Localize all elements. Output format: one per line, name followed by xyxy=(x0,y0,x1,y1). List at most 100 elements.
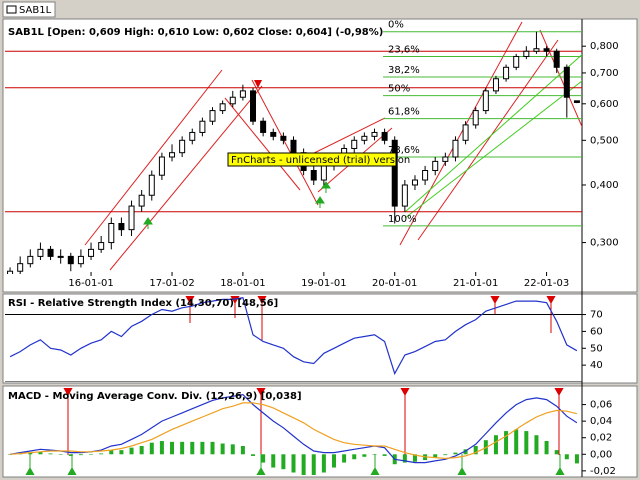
watermark-text: FnCharts - unlicensed (trial) version xyxy=(231,155,410,166)
candle-body xyxy=(239,90,246,98)
y-tick-label: 60 xyxy=(590,326,603,337)
histogram-bar xyxy=(453,452,458,455)
candle-body xyxy=(67,255,74,265)
candle-body xyxy=(482,90,489,112)
window-title: SAB1L xyxy=(19,5,52,16)
y-tick-label: 0,500 xyxy=(590,135,619,146)
y-tick-label: 0,06 xyxy=(590,400,612,411)
histogram-bar xyxy=(89,454,94,455)
candle-body xyxy=(47,248,54,257)
histogram-bar xyxy=(159,441,164,455)
candle-body xyxy=(432,160,439,171)
histogram-bar xyxy=(382,454,387,456)
trend-line xyxy=(84,69,223,246)
histogram-bar xyxy=(180,441,185,455)
buy-arrow xyxy=(315,196,325,208)
x-tick-label: 22-01-03 xyxy=(524,278,569,289)
plot-area: 0% 23,6% 38,2% 50% 61,8% 78,6% 100% xyxy=(5,20,582,274)
histogram-bar xyxy=(38,451,43,455)
candle-body xyxy=(320,165,327,181)
sell-arrow xyxy=(254,80,262,88)
rsi-panel xyxy=(2,293,638,384)
rsi-signal xyxy=(185,296,556,341)
candle-body xyxy=(422,169,429,181)
candle-body xyxy=(513,55,520,68)
candle-body xyxy=(492,78,499,92)
candle-body xyxy=(199,120,206,133)
x-tick-label: 21-01-01 xyxy=(453,278,498,289)
y-tick-label: 0,00 xyxy=(590,449,612,460)
histogram-bar xyxy=(574,454,579,464)
macd-panel xyxy=(2,385,638,478)
candle-body xyxy=(280,135,287,141)
histogram-bar xyxy=(504,431,509,455)
plot-area xyxy=(8,393,579,475)
histogram-bar xyxy=(372,454,377,455)
fib-label: 23,6% xyxy=(388,44,420,55)
series-line xyxy=(9,297,578,376)
candle-body xyxy=(260,120,267,133)
histogram-bar xyxy=(251,454,256,456)
histogram-bar xyxy=(8,454,13,455)
candle-body xyxy=(381,131,388,141)
histogram-bar xyxy=(564,454,569,460)
candle-body xyxy=(472,110,479,126)
x-tick-label: 16-01-01 xyxy=(68,278,113,289)
candle-body xyxy=(179,139,186,154)
histogram-bar xyxy=(58,454,63,455)
candle-body xyxy=(290,139,297,154)
y-tick-label: 0,02 xyxy=(590,433,612,444)
candle-body xyxy=(37,248,44,257)
tab-icon xyxy=(6,5,17,14)
histogram-bar xyxy=(220,443,225,455)
plot-area xyxy=(5,297,582,382)
candle-body xyxy=(17,263,24,272)
candle-body xyxy=(270,131,277,137)
candle-body xyxy=(503,66,510,80)
candle-body xyxy=(128,205,135,231)
y-tick-label: 40 xyxy=(590,360,603,371)
histogram-bar xyxy=(190,441,195,455)
histogram-bar xyxy=(109,450,114,455)
candle-body xyxy=(462,124,469,141)
histogram-bar xyxy=(210,441,215,455)
candle-body xyxy=(371,131,378,137)
x-tick-label: 17-01-02 xyxy=(149,278,194,289)
histogram-bar xyxy=(473,446,478,455)
histogram-bar xyxy=(331,454,336,468)
trend-line xyxy=(224,97,301,191)
histogram-bar xyxy=(48,453,53,455)
fib-label: 100% xyxy=(388,214,417,225)
candle-body xyxy=(573,100,580,103)
histogram-bar xyxy=(433,454,438,458)
histogram-bar xyxy=(321,454,326,473)
fib-label: 61,8% xyxy=(388,107,420,118)
candle-body xyxy=(108,222,115,244)
histogram-bar xyxy=(554,450,559,455)
watermark: FnCharts - unlicensed (trial) version xyxy=(227,152,410,167)
series-line xyxy=(10,393,578,464)
histogram-bar xyxy=(271,454,276,468)
candle-body xyxy=(98,242,105,250)
histogram-bar xyxy=(68,454,73,456)
candle-body xyxy=(219,103,226,112)
candle-body xyxy=(88,248,95,257)
histogram-bar xyxy=(412,454,417,462)
histogram-bar xyxy=(139,446,144,455)
panel-title: SAB1L [Open: 0,609 High: 0,610 Low: 0,60… xyxy=(8,27,383,38)
y-tick-label: 0,700 xyxy=(590,68,619,79)
trend-line xyxy=(417,39,559,241)
buy-arrow xyxy=(321,181,331,193)
y-tick-label: 0,600 xyxy=(590,99,619,110)
histogram-bar xyxy=(119,450,124,455)
fib-label: 38,2% xyxy=(388,65,420,76)
candle-body xyxy=(229,96,236,105)
candle-body xyxy=(77,255,84,265)
histogram-bar xyxy=(240,446,245,455)
histogram-bar xyxy=(493,435,498,455)
x-tick-label: 18-01-01 xyxy=(220,278,265,289)
trend-line xyxy=(404,53,582,213)
y-tick-label: 0,300 xyxy=(590,238,619,249)
histogram-bar xyxy=(170,441,175,455)
candle-body xyxy=(523,50,530,57)
